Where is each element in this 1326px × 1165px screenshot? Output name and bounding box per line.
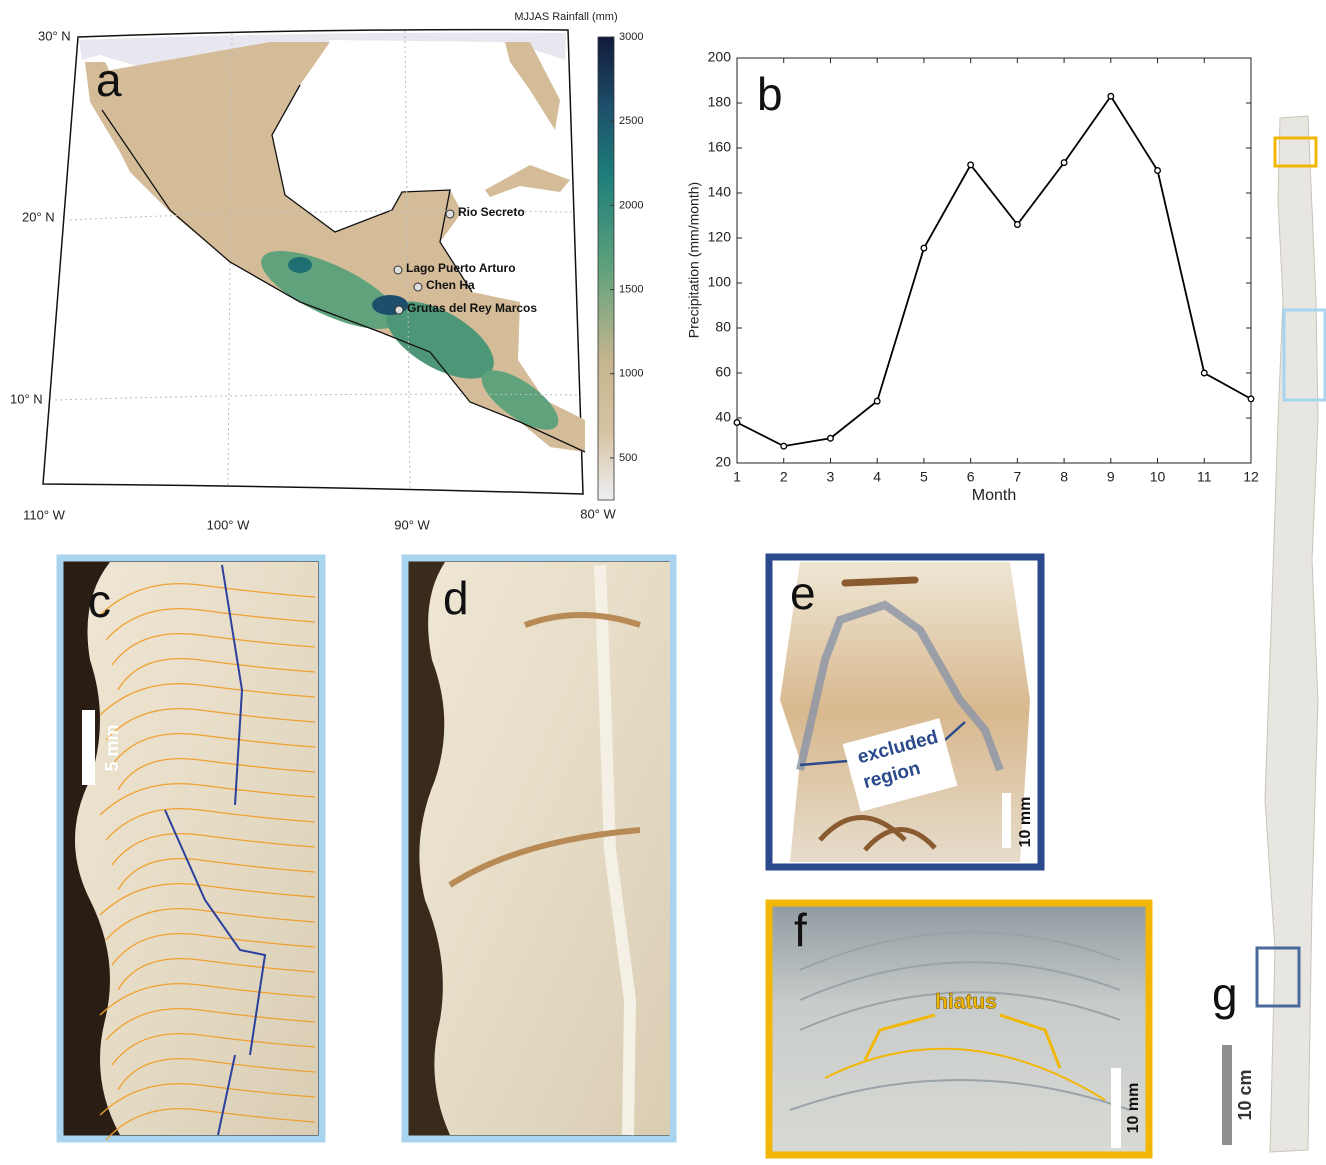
core-photo: [1265, 116, 1318, 1152]
panel-label: d: [443, 572, 469, 624]
data-point: [734, 420, 740, 426]
x-tick-label: 5: [920, 469, 928, 485]
y-tick-label: 20: [715, 454, 731, 470]
colorbar-tick-label: 2000: [619, 199, 643, 211]
colorbar: [598, 37, 614, 500]
scale-bar: [82, 710, 95, 785]
panel-c: 5 mm c: [60, 558, 322, 1140]
y-tick-label: 40: [715, 409, 731, 425]
panel-label: e: [790, 567, 816, 619]
scale-label: 10 cm: [1235, 1069, 1255, 1120]
panel-g: 10 cm g: [1212, 116, 1325, 1152]
y-tick-label: 200: [708, 49, 732, 65]
x-tick-label: 9: [1107, 469, 1115, 485]
lon-label: 80° W: [580, 506, 616, 521]
lon-label: 100° W: [207, 517, 251, 532]
site-marker: [395, 306, 403, 314]
data-point: [1248, 396, 1254, 402]
site-label: Lago Puerto Arturo: [406, 261, 516, 275]
data-point: [1108, 93, 1114, 99]
panel-d: d: [405, 558, 673, 1139]
scale-bar: [1111, 1068, 1121, 1148]
x-tick-label: 10: [1150, 469, 1166, 485]
data-point: [1201, 370, 1207, 376]
panel-e: excluded region 10 mm e: [769, 557, 1041, 867]
site-marker: [394, 266, 402, 274]
scale-bar: [1002, 793, 1011, 848]
x-tick-label: 8: [1060, 469, 1068, 485]
x-tick-label: 3: [827, 469, 835, 485]
lat-label: 20° N: [22, 209, 55, 224]
panel-label: b: [757, 68, 783, 120]
y-tick-label: 100: [708, 274, 732, 290]
scale-label: 10 mm: [1125, 1083, 1142, 1134]
colorbar-tick-label: 2500: [619, 115, 643, 127]
photo-frame: [769, 903, 1149, 1155]
y-tick-label: 120: [708, 229, 732, 245]
site-label: Grutas del Rey Marcos: [407, 301, 537, 315]
x-tick-label: 12: [1243, 469, 1259, 485]
site-marker: [446, 210, 454, 218]
data-point: [968, 162, 974, 168]
panel-label: g: [1212, 968, 1238, 1020]
lat-label: 10° N: [10, 391, 43, 406]
colorbar-tick-label: 1000: [619, 368, 643, 380]
scale-label: 10 mm: [1017, 797, 1034, 848]
x-tick-label: 2: [780, 469, 788, 485]
x-tick-label: 1: [733, 469, 741, 485]
y-tick-label: 140: [708, 184, 732, 200]
site-marker: [414, 283, 422, 291]
site-label: Chen Ha: [426, 278, 475, 292]
data-point: [921, 245, 927, 251]
data-point: [828, 435, 834, 441]
scale-bar: [1222, 1045, 1232, 1145]
panel-label: f: [794, 904, 807, 956]
trench: [845, 580, 915, 583]
annotation: hiatus: [935, 991, 997, 1014]
x-tick-label: 6: [967, 469, 975, 485]
wet-region: [288, 257, 312, 273]
figure: a MJJAS Rainfall (mm) b Month Precipitat…: [0, 0, 1326, 1160]
photo: [75, 562, 318, 1135]
data-point: [1155, 168, 1161, 174]
data-point: [1015, 222, 1021, 228]
data-point: [1061, 160, 1067, 166]
x-tick-label: 4: [873, 469, 881, 485]
photo: [780, 562, 1030, 862]
colorbar-tick-label: 500: [619, 452, 637, 464]
x-tick-label: 7: [1013, 469, 1021, 485]
site-label: Rio Secreto: [458, 205, 525, 219]
panel-label: a: [96, 54, 122, 106]
x-tick-label: 11: [1197, 469, 1212, 485]
plot-frame: [737, 58, 1251, 463]
y-axis-label: Precipitation (mm/month): [686, 182, 702, 338]
scale-label: 5 mm: [102, 724, 122, 771]
data-point: [781, 443, 787, 449]
lon-label: 110° W: [23, 507, 66, 522]
colorbar-tick-label: 3000: [619, 31, 643, 43]
y-tick-label: 160: [708, 139, 732, 155]
lat-label: 30° N: [38, 28, 71, 43]
lon-label: 90° W: [394, 517, 430, 532]
panel-f: hiatus 10 mm f: [769, 903, 1149, 1155]
panel-label: c: [88, 575, 111, 627]
y-tick-label: 180: [708, 94, 732, 110]
x-axis-label: Month: [972, 487, 1016, 504]
colorbar-title: MJJAS Rainfall (mm): [514, 11, 617, 23]
y-tick-label: 60: [715, 364, 731, 380]
colorbar-tick-label: 1500: [619, 283, 643, 295]
data-point: [874, 398, 880, 404]
data-line: [737, 96, 1251, 446]
y-tick-label: 80: [715, 319, 731, 335]
